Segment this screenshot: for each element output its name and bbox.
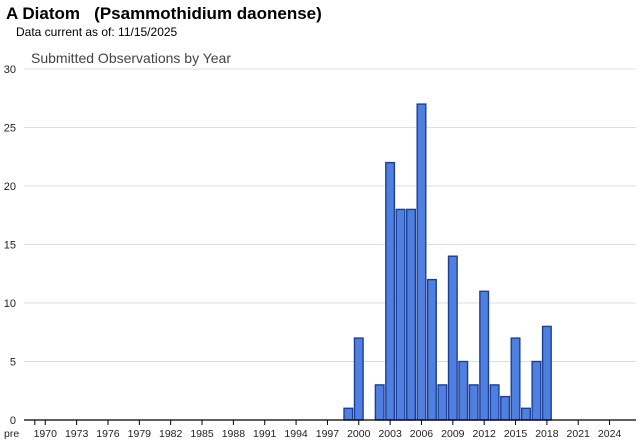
bar-2013	[489, 384, 500, 421]
bar-2000	[353, 337, 364, 421]
x-tick-label: 2024	[598, 428, 622, 440]
x-tick-label: 1979	[128, 428, 152, 440]
bar-2004	[395, 208, 406, 421]
y-tick-label: 25	[4, 123, 16, 135]
bar-2007	[426, 278, 437, 421]
bar-2015	[510, 337, 521, 421]
data-current-label: Data current as of: 11/15/2025	[16, 25, 178, 39]
bar-2005	[406, 208, 417, 421]
bar-2002	[374, 384, 385, 421]
x-tick-label: 1991	[253, 428, 277, 440]
bar-2003	[385, 161, 396, 421]
bar-2012	[479, 290, 490, 421]
y-tick-label: 20	[4, 181, 16, 193]
x-tick-label: 2000	[347, 428, 371, 440]
bar-2006	[416, 103, 427, 421]
y-tick-label: 15	[4, 240, 16, 252]
x-tick-label: 1982	[159, 428, 183, 440]
y-tick-label: 30	[4, 64, 16, 76]
x-tick-label: 1988	[222, 428, 246, 440]
x-tick-label: 2021	[567, 428, 591, 440]
y-tick-label: 5	[10, 357, 16, 369]
y-tick-label: 0	[10, 415, 16, 427]
x-tick-label: 1985	[190, 428, 214, 440]
y-tick-label: 10	[4, 298, 16, 310]
bar-2008	[437, 384, 448, 421]
bar-2016	[520, 407, 531, 421]
x-tick-label: 2006	[410, 428, 434, 440]
x-tick-label: 2012	[472, 428, 496, 440]
x-tick-label: 1976	[96, 428, 120, 440]
x-tick-label: 1973	[65, 428, 89, 440]
x-tick-label: pre	[4, 428, 19, 440]
bar-2011	[468, 384, 479, 421]
bar-2014	[500, 395, 511, 421]
bar-2018	[541, 325, 552, 421]
chart-title: Submitted Observations by Year	[31, 50, 231, 66]
x-tick-label: 2003	[378, 428, 402, 440]
x-tick-label: 1994	[284, 428, 308, 440]
bar-2010	[458, 360, 469, 421]
x-tick-label: 2015	[504, 428, 528, 440]
bar-2017	[531, 360, 542, 421]
x-tick-label: 1997	[316, 428, 340, 440]
x-tick-label: 1970	[34, 428, 58, 440]
bar-2009	[447, 255, 458, 421]
bar-1999	[343, 407, 354, 421]
x-tick-label: 2009	[441, 428, 465, 440]
species-title: A Diatom (Psammothidium daonense)	[6, 4, 322, 23]
x-tick-label: 2018	[535, 428, 559, 440]
